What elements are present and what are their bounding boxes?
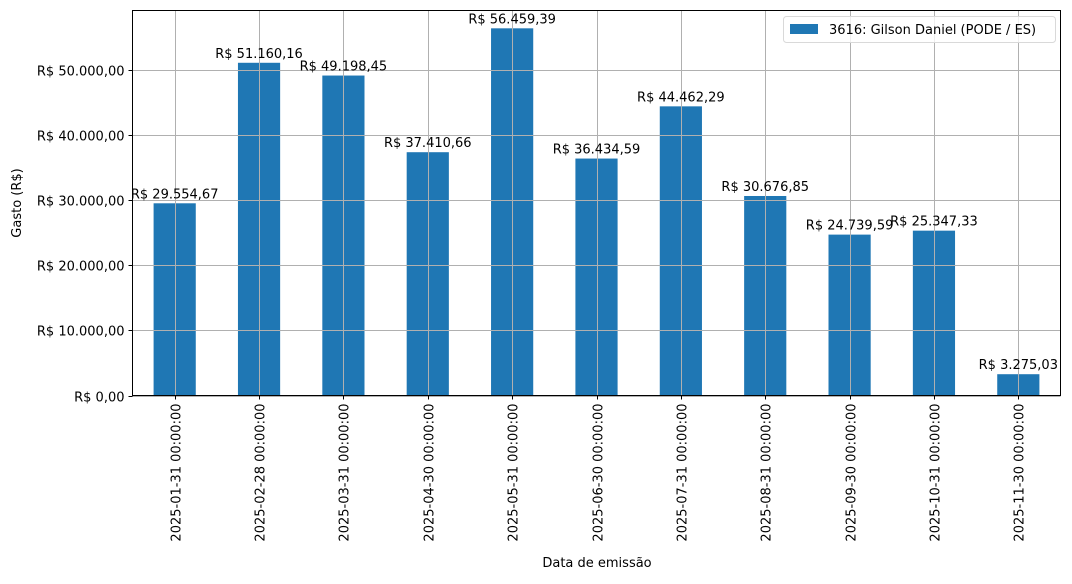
legend: 3616: Gilson Daniel (PODE / ES) xyxy=(783,16,1056,43)
bar-value-label: R$ 3.275,03 xyxy=(979,358,1058,373)
bar xyxy=(912,230,956,396)
y-axis: R$ 0,00 R$ 10.000,00 R$ 20.000,00 R$ 30.000… xyxy=(37,65,133,406)
x-tick-label: 2025-03-31 00:00:00 xyxy=(338,404,353,542)
bar xyxy=(659,106,702,396)
legend-swatch xyxy=(790,24,818,34)
x-tick-label: 2025-09-30 00:00:00 xyxy=(845,404,860,542)
x-tick-label: 2025-04-30 00:00:00 xyxy=(423,404,438,542)
y-tick-label: R$ 10.000,00 xyxy=(37,325,125,340)
x-tick-label: 2025-06-30 00:00:00 xyxy=(592,404,607,542)
bar-value-label: R$ 25.347,33 xyxy=(890,215,978,230)
bar-value-label: R$ 51.160,16 xyxy=(215,47,303,62)
bar-value-label: R$ 29.554,67 xyxy=(131,187,219,202)
x-axis: 2025-01-31 00:00:00 2025-02-28 00:00:00 20… xyxy=(170,395,1028,542)
bar-value-label: R$ 36.434,59 xyxy=(553,143,641,158)
bar-value-label: R$ 49.198,45 xyxy=(300,60,388,75)
x-tick-label: 2025-10-31 00:00:00 xyxy=(929,404,944,542)
bar xyxy=(406,152,449,396)
y-tick-label: R$ 30.000,00 xyxy=(37,195,125,210)
plot-frame xyxy=(132,10,1061,396)
x-tick-label: 2025-05-31 00:00:00 xyxy=(507,404,522,542)
bar xyxy=(575,158,618,396)
x-tick-label: 2025-02-28 00:00:00 xyxy=(254,404,269,542)
y-tick-label: R$ 20.000,00 xyxy=(37,260,125,275)
y-tick-label: R$ 0,00 xyxy=(74,391,124,406)
bar-value-label: R$ 56.459,39 xyxy=(468,12,556,27)
bars xyxy=(132,10,1061,397)
x-tick-label: 2025-07-31 00:00:00 xyxy=(676,404,691,542)
y-axis-label: Gasto (R$) xyxy=(10,168,25,237)
bar-value-label: R$ 30.676,85 xyxy=(721,180,809,195)
x-tick-label: 2025-01-31 00:00:00 xyxy=(170,404,185,542)
legend-box xyxy=(783,16,1056,43)
bar xyxy=(153,203,196,396)
x-tick-label: 2025-11-30 00:00:00 xyxy=(1013,404,1028,542)
bar-value-label: R$ 24.739,59 xyxy=(806,219,894,234)
bar-value-labels: R$ 29.554,67 R$ 51.160,16R$ 49.198,45 R$ 3… xyxy=(131,12,1058,373)
x-tick-label: 2025-08-31 00:00:00 xyxy=(760,404,775,542)
legend-label: 3616: Gilson Daniel (PODE / ES) xyxy=(829,23,1036,38)
y-tick-label: R$ 40.000,00 xyxy=(37,130,125,145)
bar-value-label: R$ 44.462,29 xyxy=(637,90,725,105)
y-tick-label: R$ 50.000,00 xyxy=(37,65,125,80)
bar xyxy=(828,234,871,396)
x-axis-label: Data de emissão xyxy=(542,556,651,571)
bar-value-label: R$ 37.410,66 xyxy=(384,136,472,151)
